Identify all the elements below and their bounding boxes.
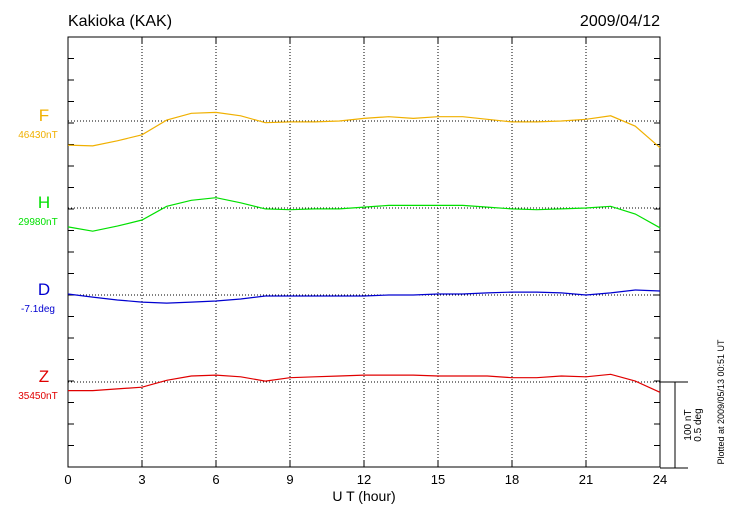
x-axis-label: U T (hour): [332, 488, 395, 504]
series-name: F: [39, 106, 49, 125]
x-tick-label: 6: [212, 472, 219, 487]
x-tick-label: 24: [653, 472, 667, 487]
series-name: H: [38, 193, 50, 212]
x-tick-label: 12: [357, 472, 371, 487]
trace: [67, 289, 661, 304]
baseline-label: 46430nT: [18, 130, 57, 141]
trace: [67, 111, 661, 149]
scale-bar-label: 0.5 deg: [693, 408, 704, 441]
x-tick-label: 3: [138, 472, 145, 487]
series-name: Z: [39, 367, 49, 386]
x-tick-label: 21: [579, 472, 593, 487]
series-name: D: [38, 280, 50, 299]
trace: [67, 197, 661, 232]
x-tick-label: 18: [505, 472, 519, 487]
baseline-label: 35450nT: [18, 391, 57, 402]
baseline-label: -7.1deg: [21, 304, 55, 315]
chart-date: 2009/04/12: [580, 13, 660, 30]
chart-title: Kakioka (KAK): [68, 13, 172, 30]
footnote: Plotted at 2009/05/13 00:51 UT: [716, 339, 726, 465]
x-tick-label: 9: [286, 472, 293, 487]
trace: [68, 373, 661, 393]
x-tick-label: 15: [431, 472, 445, 487]
x-tick-label: 0: [64, 472, 71, 487]
plot-frame: [67, 36, 661, 468]
scale-bar-label: 100 nT: [683, 409, 694, 440]
baseline-label: 29980nT: [18, 217, 57, 228]
